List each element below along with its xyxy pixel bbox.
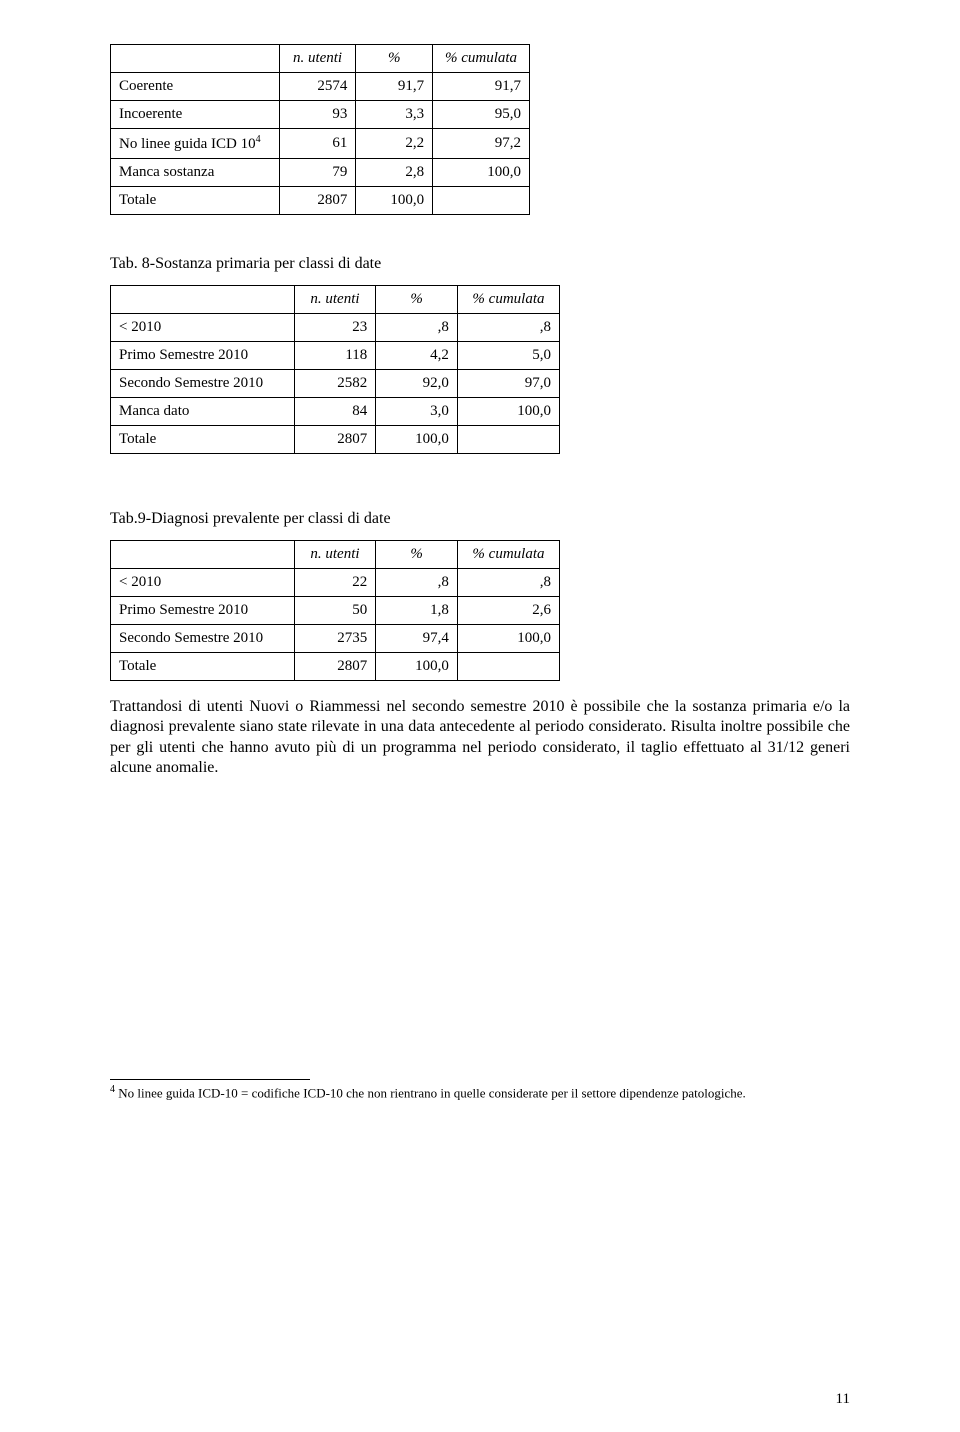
table-diagnosi-prevalente: n. utenti % % cumulata < 2010 22 ,8 ,8 P… (110, 540, 560, 681)
cell-c (457, 653, 559, 681)
cell-n: 61 (279, 129, 356, 159)
table-header-row: n. utenti % % cumulata (111, 286, 560, 314)
table-caption-9: Tab.9-Diagnosi prevalente per classi di … (110, 510, 850, 528)
col-n-utenti: n. utenti (310, 546, 359, 562)
table-row: < 2010 23 ,8 ,8 (111, 314, 560, 342)
cell-n: 2574 (279, 73, 356, 101)
cell-label: < 2010 (111, 314, 295, 342)
cell-p: 91,7 (356, 73, 433, 101)
cell-p: 97,4 (376, 625, 458, 653)
cell-c: 95,0 (433, 101, 530, 129)
col-n-utenti: n. utenti (293, 50, 342, 66)
table-coerenza: n. utenti % % cumulata Coerente 2574 91,… (110, 44, 530, 215)
body-paragraph: Trattandosi di utenti Nuovi o Riammessi … (110, 697, 850, 779)
cell-c: ,8 (457, 569, 559, 597)
cell-label: Primo Semestre 2010 (111, 597, 295, 625)
table-row: Incoerente 93 3,3 95,0 (111, 101, 530, 129)
cell-p: 92,0 (376, 370, 458, 398)
cell-p: 3,0 (376, 398, 458, 426)
page-number: 11 (836, 1391, 850, 1408)
cell-p: 2,8 (356, 159, 433, 187)
footnote-separator (110, 1079, 310, 1080)
table-row: Primo Semestre 2010 118 4,2 5,0 (111, 342, 560, 370)
cell-p: 2,2 (356, 129, 433, 159)
cell-n: 2807 (279, 187, 356, 215)
cell-p: ,8 (376, 314, 458, 342)
cell-n: 22 (294, 569, 376, 597)
col-pct: % (388, 50, 401, 66)
table-row: < 2010 22 ,8 ,8 (111, 569, 560, 597)
cell-c (433, 187, 530, 215)
col-pct-cum: % cumulata (472, 546, 544, 562)
cell-c: 100,0 (433, 159, 530, 187)
cell-c: 97,0 (457, 370, 559, 398)
cell-n: 50 (294, 597, 376, 625)
table-row: Secondo Semestre 2010 2582 92,0 97,0 (111, 370, 560, 398)
footnote: 4 No linee guida ICD-10 = codifiche ICD-… (110, 1084, 850, 1102)
cell-c: 97,2 (433, 129, 530, 159)
table-row: Coerente 2574 91,7 91,7 (111, 73, 530, 101)
cell-label: Coerente (111, 73, 280, 101)
cell-n: 84 (294, 398, 376, 426)
cell-p: 100,0 (376, 653, 458, 681)
cell-c (457, 426, 559, 454)
cell-label: Totale (111, 187, 280, 215)
cell-n: 2735 (294, 625, 376, 653)
table-row: Manca dato 84 3,0 100,0 (111, 398, 560, 426)
cell-label: Incoerente (111, 101, 280, 129)
col-pct-cum: % cumulata (445, 50, 517, 66)
cell-n: 23 (294, 314, 376, 342)
cell-label: Secondo Semestre 2010 (111, 625, 295, 653)
cell-label: Totale (111, 426, 295, 454)
table-header-row: n. utenti % % cumulata (111, 541, 560, 569)
cell-p: 4,2 (376, 342, 458, 370)
cell-n: 79 (279, 159, 356, 187)
cell-n: 2807 (294, 426, 376, 454)
table-row: Totale 2807 100,0 (111, 187, 530, 215)
table-row: Totale 2807 100,0 (111, 653, 560, 681)
cell-n: 2807 (294, 653, 376, 681)
col-pct: % (410, 546, 423, 562)
cell-c: 2,6 (457, 597, 559, 625)
cell-c: 100,0 (457, 398, 559, 426)
cell-c: 5,0 (457, 342, 559, 370)
cell-p: ,8 (376, 569, 458, 597)
cell-p: 100,0 (376, 426, 458, 454)
cell-label: No linee guida ICD 104 (111, 129, 280, 159)
footnote-ref: 4 (256, 134, 261, 145)
table-caption-8: Tab. 8-Sostanza primaria per classi di d… (110, 255, 850, 273)
table-sostanza-primaria: n. utenti % % cumulata < 2010 23 ,8 ,8 P… (110, 285, 560, 454)
cell-n: 2582 (294, 370, 376, 398)
table-row: Secondo Semestre 2010 2735 97,4 100,0 (111, 625, 560, 653)
cell-label: Manca dato (111, 398, 295, 426)
col-pct: % (410, 291, 423, 307)
table-row: Totale 2807 100,0 (111, 426, 560, 454)
footnote-text: No linee guida ICD-10 = codifiche ICD-10… (115, 1085, 746, 1100)
cell-n: 118 (294, 342, 376, 370)
cell-c: 100,0 (457, 625, 559, 653)
cell-label: Primo Semestre 2010 (111, 342, 295, 370)
cell-n: 93 (279, 101, 356, 129)
col-pct-cum: % cumulata (472, 291, 544, 307)
cell-p: 100,0 (356, 187, 433, 215)
cell-label: < 2010 (111, 569, 295, 597)
col-n-utenti: n. utenti (310, 291, 359, 307)
cell-c: ,8 (457, 314, 559, 342)
table-row: Manca sostanza 79 2,8 100,0 (111, 159, 530, 187)
cell-label: Totale (111, 653, 295, 681)
table-row: Primo Semestre 2010 50 1,8 2,6 (111, 597, 560, 625)
cell-p: 3,3 (356, 101, 433, 129)
cell-p: 1,8 (376, 597, 458, 625)
cell-label: Manca sostanza (111, 159, 280, 187)
table-header-row: n. utenti % % cumulata (111, 45, 530, 73)
table-row: No linee guida ICD 104 61 2,2 97,2 (111, 129, 530, 159)
cell-label: Secondo Semestre 2010 (111, 370, 295, 398)
cell-c: 91,7 (433, 73, 530, 101)
